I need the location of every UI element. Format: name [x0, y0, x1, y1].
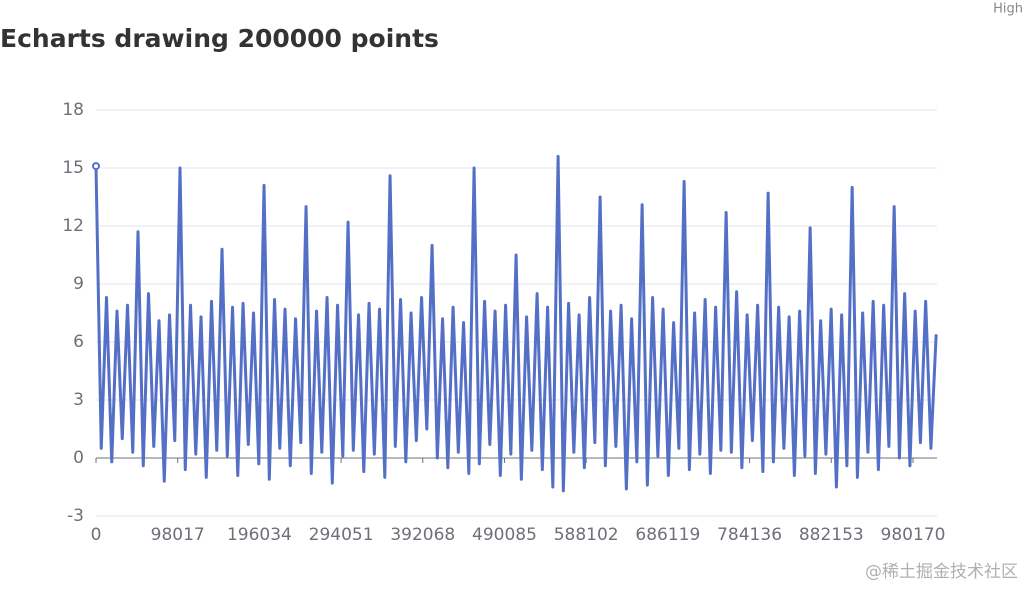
- chart-title: Echarts drawing 200000 points: [0, 24, 439, 53]
- y-tick-label: -3: [67, 506, 84, 526]
- x-tick-label: 196034: [227, 525, 292, 545]
- y-tick-label: 0: [73, 448, 84, 468]
- x-tick-label: 98017: [151, 525, 205, 545]
- watermark: @稀土掘金技术社区: [865, 562, 1018, 582]
- y-tick-label: 6: [73, 332, 84, 352]
- x-tick-label: 294051: [309, 525, 374, 545]
- data-line: [94, 154, 938, 493]
- x-tick-label: 0: [91, 525, 102, 545]
- corner-label: High: [993, 2, 1023, 17]
- y-tick-label: 9: [73, 274, 84, 294]
- x-tick-label: 588102: [554, 525, 619, 545]
- x-tick-label: 784136: [717, 525, 782, 545]
- x-tick-label: 686119: [635, 525, 700, 545]
- x-tick-label: 392068: [390, 525, 455, 545]
- y-tick-label: 3: [73, 390, 84, 410]
- x-tick-label: 980170: [881, 525, 946, 545]
- y-tick-label: 15: [62, 158, 84, 178]
- y-tick-label: 12: [62, 216, 84, 236]
- x-tick-label: 882153: [799, 525, 864, 545]
- first-point: [92, 162, 100, 171]
- y-tick-label: 18: [62, 100, 84, 120]
- x-tick-label: 490085: [472, 525, 537, 545]
